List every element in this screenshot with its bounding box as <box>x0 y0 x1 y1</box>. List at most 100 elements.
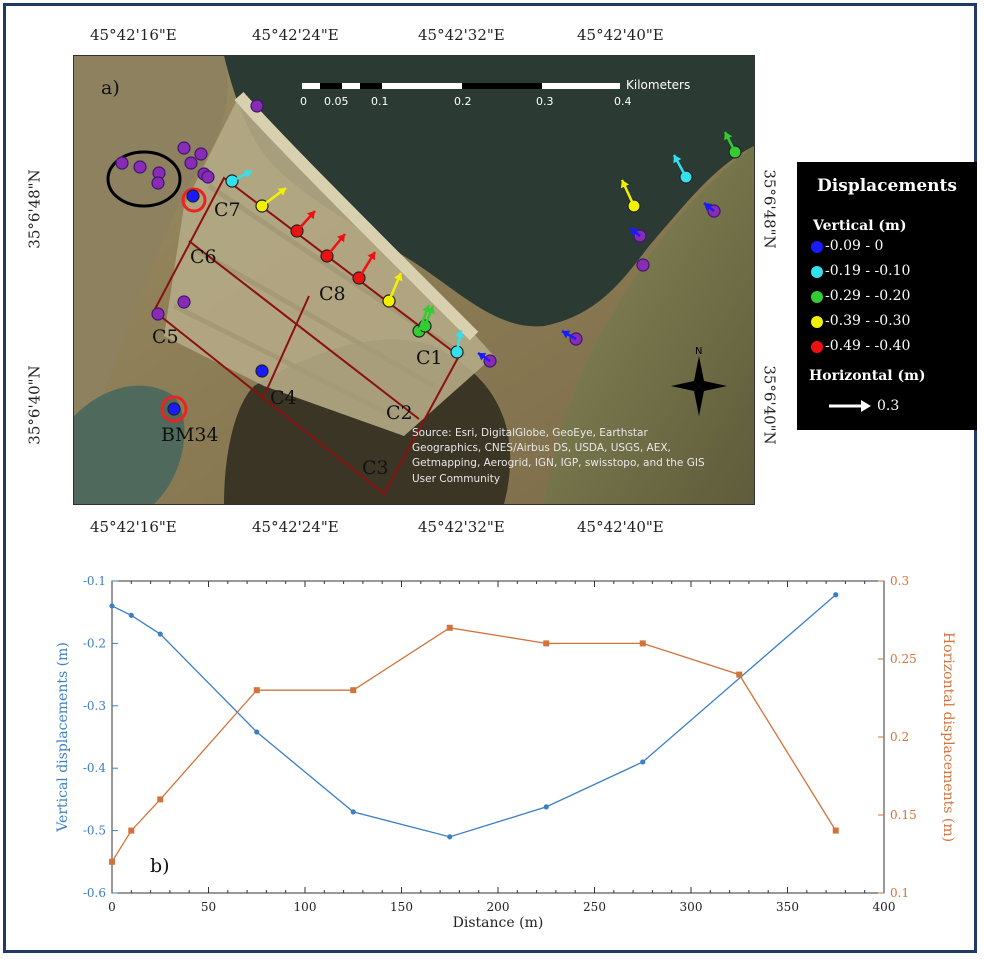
x-tick-label: 400 <box>873 900 896 914</box>
x-tick-label: 100 <box>294 900 317 914</box>
horizontal-series-point <box>543 640 550 647</box>
measurement-point <box>255 364 269 378</box>
legend-horizontal-value: 0.3 <box>877 398 900 414</box>
x-tick-label: 250 <box>583 900 606 914</box>
measurement-point <box>151 307 165 321</box>
legend-swatch-2 <box>811 266 823 278</box>
x-axis-ticks: 0 50 100 150 200 250 300 350 400 <box>108 581 895 914</box>
x-tick-label: 300 <box>680 900 703 914</box>
y-tick-label: -0.5 <box>83 824 106 838</box>
displacement-arrow <box>326 233 346 257</box>
satellite-map: 0 0.05 0.1 0.2 0.3 0.4 Kilometers N a) C… <box>73 55 755 505</box>
x-tick-label: 0 <box>108 900 116 914</box>
horizontal-series-point <box>832 827 839 834</box>
horizontal-series-point <box>639 640 646 647</box>
horizontal-series-point <box>157 796 164 803</box>
legend-vertical-title: Vertical (m) <box>813 218 907 234</box>
top-tick-3: 45°42'32"E <box>418 26 505 44</box>
measurement-point <box>636 258 650 272</box>
displacement-arrow <box>629 227 641 237</box>
bottom-tick-2: 45°42'24"E <box>252 518 339 536</box>
horizontal-series-point <box>736 671 743 678</box>
legend-title: Displacements <box>817 176 957 196</box>
measurement-point <box>184 156 198 170</box>
reservoir <box>224 56 754 327</box>
x-tick-label: 150 <box>390 900 413 914</box>
y2-tick-label: 0.3 <box>890 574 909 588</box>
displacement-arrow <box>672 154 688 178</box>
bottom-tick-4: 45°42'40"E <box>577 518 664 536</box>
cell-label-c2: C2 <box>386 402 413 424</box>
displacement-arrows <box>231 131 737 363</box>
cell-label-c8: C8 <box>319 283 346 305</box>
y2-axis-label: Horizontal displacements (m) <box>940 632 956 842</box>
dam-crest <box>234 92 479 341</box>
vertical-series-point <box>109 603 115 609</box>
cell-label-c1: C1 <box>416 347 443 369</box>
highlight-ellipse <box>106 150 182 208</box>
x-tick-label: 200 <box>487 900 510 914</box>
legend-swatch-4 <box>811 316 823 328</box>
scale-unit: Kilometers <box>626 78 690 92</box>
scale-label-3: 0.2 <box>454 95 472 108</box>
horizontal-series-point <box>446 624 453 631</box>
legend-class-5: -0.49 - -0.40 <box>825 338 911 354</box>
scale-label-0: 0 <box>300 95 307 108</box>
x-tick-label: 50 <box>201 900 216 914</box>
cell-outlines <box>152 176 461 496</box>
displacement-chart: 0 50 100 150 200 250 300 350 400 -0.1-0.2-0.3-0.… <box>55 574 956 931</box>
horizontal-series-point <box>350 687 357 694</box>
cell-labels: a) C1 C2 C3 C4 C5 C6 C7 C8 BM34 <box>101 77 443 479</box>
panel-a-label: a) <box>101 77 120 99</box>
berm-3 <box>172 303 396 419</box>
displacement-arrow <box>231 169 253 183</box>
left-tick-2: 35°6'40"N <box>25 365 44 445</box>
measurement-point <box>194 147 208 161</box>
displacement-arrow <box>423 305 435 327</box>
legend-swatch-3 <box>811 291 823 303</box>
measurement-point <box>151 176 165 190</box>
y2-tick-label: 0.25 <box>890 652 917 666</box>
vertical-series-point <box>128 612 134 618</box>
y-tick-label: -0.1 <box>83 574 106 588</box>
displacement-arrow <box>620 179 636 207</box>
measurement-point <box>186 189 200 203</box>
scale-label-5: 0.4 <box>614 95 632 108</box>
displacement-arrow <box>723 131 737 153</box>
y2-tick-label: 0.15 <box>890 808 917 822</box>
series-lines <box>109 592 839 865</box>
measurement-point <box>115 156 129 170</box>
scale-labels: 0 0.05 0.1 0.2 0.3 0.4 Kilometers <box>300 78 690 108</box>
benchmark-label: BM34 <box>161 424 219 446</box>
displacement-arrow <box>561 329 577 341</box>
y2-tick-label: 0.1 <box>890 886 909 900</box>
cell-label-c4: C4 <box>270 387 297 409</box>
horizontal-series-point <box>109 858 115 865</box>
vertical-series-point <box>254 729 260 735</box>
vertical-series-point <box>447 834 453 840</box>
measurement-point <box>201 170 215 184</box>
top-tick-1: 45°42'16"E <box>90 26 177 44</box>
displacement-arrow <box>261 187 287 207</box>
top-tick-4: 45°42'40"E <box>577 26 664 44</box>
displacement-arrow <box>357 251 377 279</box>
measurement-point <box>177 295 191 309</box>
scale-label-4: 0.3 <box>536 95 554 108</box>
scale-bar <box>302 83 620 89</box>
bottom-tick-3: 45°42'32"E <box>418 518 505 536</box>
measurement-point <box>250 99 264 113</box>
target-circle-bm34 <box>160 395 188 423</box>
displacement-arrow <box>387 272 403 302</box>
north-arrow-icon: N <box>671 346 727 416</box>
downstream-pool <box>74 385 185 504</box>
right-tick-2: 35°6'40"N <box>760 365 779 445</box>
measurement-point <box>133 160 147 174</box>
scale-label-1: 0.05 <box>324 95 349 108</box>
top-tick-2: 45°42'24"E <box>252 26 339 44</box>
horizontal-series-point <box>128 827 135 834</box>
figure-frame <box>3 3 977 953</box>
right-tick-1: 35°6'48"N <box>760 169 779 249</box>
x-axis-label: Distance (m) <box>453 915 544 931</box>
measurement-point <box>167 402 181 416</box>
left-tick-1: 35°6'48"N <box>25 169 44 249</box>
